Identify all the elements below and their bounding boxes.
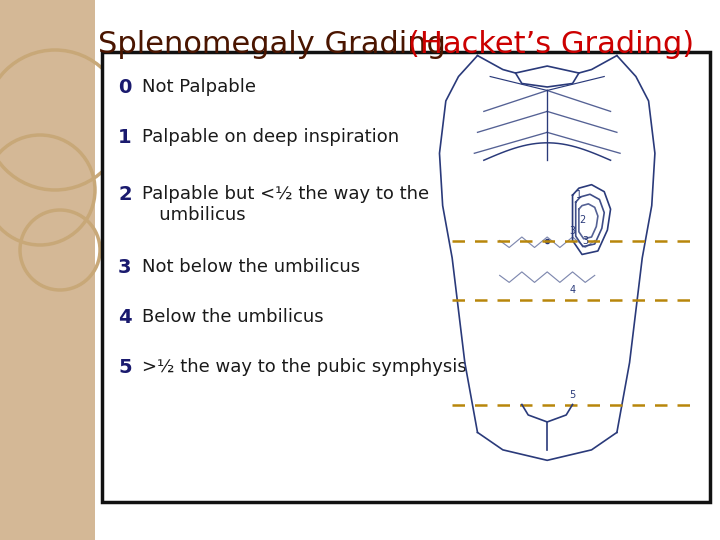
Text: 4: 4 [570,285,575,295]
Text: >½ the way to the pubic symphysis: >½ the way to the pubic symphysis [142,358,467,376]
Text: 0: 0 [118,78,131,97]
Text: Below the umbilicus: Below the umbilicus [142,308,323,326]
Text: 5: 5 [570,389,575,400]
Bar [95,0,720,540]
Text: Palpable on deep inspiration: Palpable on deep inspiration [142,128,399,146]
FancyBboxPatch shape [102,52,710,502]
Text: 2: 2 [579,214,585,225]
Text: 3: 3 [570,226,575,235]
Text: Not Palpable: Not Palpable [142,78,256,96]
Text: Not below the umbilicus: Not below the umbilicus [142,258,360,276]
Text: 1: 1 [576,190,582,200]
Text: (Hacket’s Grading): (Hacket’s Grading) [408,30,694,59]
Text: 1: 1 [118,128,132,147]
Text: 3: 3 [118,258,132,277]
Bar [0,0,95,540]
Text: Palpable but <½ the way to the
   umbilicus: Palpable but <½ the way to the umbilicus [142,185,429,224]
Text: 3: 3 [582,235,588,246]
Text: 2: 2 [118,185,132,204]
Text: 5: 5 [118,358,132,377]
Text: 4: 4 [118,308,132,327]
Text: Splenomegaly Grading: Splenomegaly Grading [98,30,456,59]
